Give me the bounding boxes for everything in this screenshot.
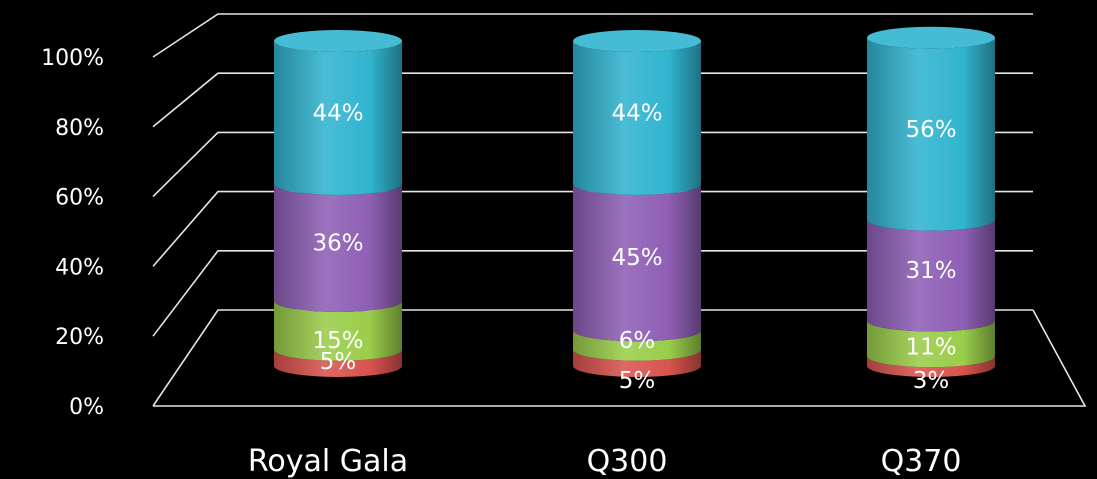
- data-label: 31%: [905, 258, 956, 284]
- bar-segment: [573, 184, 701, 342]
- y-tick-label: 20%: [55, 325, 104, 350]
- x-axis-category-labels: Royal Gala Q300 Q370: [248, 444, 962, 479]
- gridlines: [152, 13, 1087, 407]
- y-tick-label: 40%: [55, 255, 104, 280]
- y-tick-label: 0%: [69, 395, 104, 420]
- data-label: 36%: [312, 231, 363, 257]
- data-label: 5%: [320, 349, 357, 375]
- bar-segment: [573, 330, 701, 361]
- gridline: [152, 190, 1033, 267]
- bar-segment: [274, 301, 402, 361]
- bar-segment: [573, 349, 701, 377]
- gridline: [152, 131, 1033, 198]
- data-label: 44%: [312, 101, 363, 127]
- bar-segment: [274, 41, 402, 195]
- bar-top-cap: [867, 26, 995, 49]
- gridline: [152, 250, 1033, 337]
- y-tick-label: 100%: [41, 46, 104, 71]
- gridline: [152, 13, 1033, 58]
- data-label: 5%: [619, 368, 656, 394]
- y-tick-label: 60%: [55, 186, 104, 211]
- bar-segment: [867, 219, 995, 332]
- floor-edge: [153, 309, 1087, 407]
- bar-segment: [867, 356, 995, 377]
- category-label: Q370: [881, 444, 962, 479]
- data-label: 11%: [905, 334, 956, 360]
- data-label: 44%: [611, 101, 662, 127]
- data-label: 15%: [312, 328, 363, 354]
- data-label: 56%: [905, 117, 956, 143]
- data-label: 3%: [913, 368, 950, 394]
- category-label: Q300: [587, 444, 668, 479]
- gridline: [152, 72, 1033, 128]
- bar-top-cap: [274, 30, 402, 52]
- data-label: 45%: [611, 245, 662, 271]
- bar-top-cap: [573, 30, 701, 52]
- y-axis-tick-labels: 0% 20% 40% 60% 80% 100%: [41, 46, 104, 420]
- data-labels: 5%15%36%44%5%6%45%44%3%11%31%56%: [312, 101, 956, 395]
- bar-segment: [867, 37, 995, 231]
- bar-segment: [573, 41, 701, 195]
- bar-segment: [274, 184, 402, 312]
- bar-segment: [274, 349, 402, 377]
- gridline: [152, 309, 1033, 407]
- category-label: Royal Gala: [248, 444, 408, 479]
- bar-segment: [867, 320, 995, 368]
- bars: [274, 26, 995, 377]
- y-tick-label: 80%: [55, 116, 104, 141]
- data-label: 6%: [619, 328, 656, 354]
